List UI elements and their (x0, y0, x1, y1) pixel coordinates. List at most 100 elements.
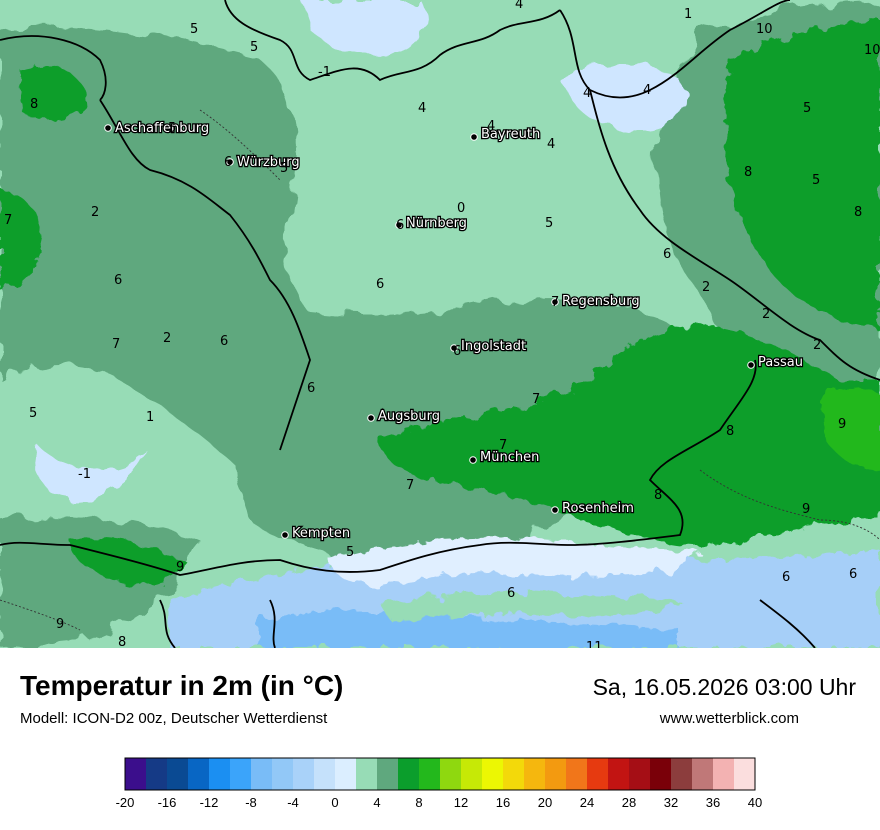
legend-tick-label: -4 (287, 795, 299, 810)
color-legend: -20 -16 -12 -8 -4 0 4 8 12 16 20 24 28 32 36 40 (116, 757, 762, 810)
zone-alps-valley (380, 593, 680, 620)
legend-swatch (461, 758, 483, 790)
value-label: 11 (586, 640, 603, 648)
value-label: 6 (396, 218, 404, 233)
value-label: 4 (487, 119, 495, 134)
border-hesse (0, 35, 107, 101)
value-label: 6 (453, 344, 461, 359)
legend-swatch (209, 758, 231, 790)
value-label: 7 (532, 392, 540, 407)
value-label: 2 (91, 205, 99, 220)
legend-swatch (566, 758, 588, 790)
legend-border (124, 757, 756, 791)
value-label: 8 (30, 97, 38, 112)
legend-swatch (251, 758, 273, 790)
zone-west-light (20, 386, 170, 470)
city-aschaffenburg: Aschaffenburg (104, 120, 210, 137)
city-regensburg: Regensburg (551, 293, 641, 310)
legend-tick-label: 16 (496, 795, 510, 810)
value-label: 7 (499, 438, 507, 453)
border-swiss (159, 599, 176, 648)
legend-swatch (734, 758, 756, 790)
value-label: 8 (654, 488, 662, 503)
value-label: 6 (307, 381, 315, 396)
legend-swatch (398, 758, 420, 790)
legend-swatch (356, 758, 378, 790)
value-label: 6 (376, 277, 384, 292)
value-label: 5 (280, 161, 288, 176)
value-label: 2 (163, 331, 171, 346)
border-south-tirol (759, 599, 816, 648)
value-label: 4 (547, 137, 555, 152)
legend-tick-label: -8 (245, 795, 257, 810)
legend-tick-label: -12 (200, 795, 219, 810)
value-label: 4 (515, 0, 523, 12)
city-rosenheim: Rosenheim (551, 500, 635, 517)
zone-isar-inn-green (380, 325, 880, 546)
legend-tick-label: 8 (415, 795, 422, 810)
city-label-ingolstadt: Ingolstadt (461, 339, 526, 354)
city-bayreuth: Bayreuth (470, 126, 542, 143)
value-label: 6 (114, 273, 122, 288)
value-label: 5 (168, 121, 176, 136)
city-wuerzburg: Würzburg (226, 154, 301, 171)
legend-tick-label: 36 (706, 795, 720, 810)
border-tirol (269, 599, 276, 648)
legend-swatch (629, 758, 651, 790)
value-label: 9 (802, 502, 810, 517)
zone-north-cold (300, 0, 424, 54)
legend-swatch (146, 758, 168, 790)
zone-spessart-green (20, 66, 90, 120)
legend-swatch (335, 758, 357, 790)
city-passau: Passau (747, 354, 804, 371)
legend-swatch (650, 758, 672, 790)
legend-swatch (272, 758, 294, 790)
zone-west-green (0, 190, 45, 290)
legend-tick-label: 20 (538, 795, 552, 810)
city-label-regensburg: Regensburg (562, 294, 640, 309)
city-label-rosenheim: Rosenheim (562, 501, 634, 516)
value-label: 2 (702, 280, 710, 295)
city-augsburg: Augsburg (367, 408, 441, 425)
value-label: 9 (56, 617, 64, 632)
value-label: 4 (418, 101, 426, 116)
map-title: Temperatur in 2m (in °C) (20, 670, 344, 701)
value-label: 8 (854, 205, 862, 220)
legend-swatch (293, 758, 315, 790)
legend-swatch (482, 758, 504, 790)
value-label: 6 (663, 247, 671, 262)
legend-swatch (125, 758, 147, 790)
value-label: 6 (782, 570, 790, 585)
legend-tick-label: 28 (622, 795, 636, 810)
city-ingolstadt: Ingolstadt (450, 338, 527, 355)
city-kempten: Kempten (281, 525, 351, 542)
district-border-3 (0, 599, 81, 631)
legend-tick-label: 32 (664, 795, 678, 810)
legend-swatch (188, 758, 210, 790)
value-label: 7 (406, 478, 414, 493)
legend-swatch (503, 758, 525, 790)
border-austria-south (0, 359, 757, 576)
legend-swatch (167, 758, 189, 790)
border-upper-palatinate (589, 89, 880, 381)
value-label: 7 (551, 295, 559, 310)
legend-tick-label: 40 (748, 795, 762, 810)
legend-swatch (230, 758, 252, 790)
forecast-datetime: Sa, 16.05.2026 03:00 Uhr (592, 674, 856, 700)
value-label: 10 (864, 43, 880, 58)
border-bavaria-czech (559, 0, 791, 99)
border-bavaria-west (224, 0, 561, 82)
footer-panel: Temperatur in 2m (in °C) Modell: ICON-D2… (0, 648, 880, 830)
website-link[interactable]: www.wetterblick.com (659, 710, 799, 727)
value-label: 5 (346, 545, 354, 560)
temperature-values: 4 1 10 10 5 5 -1 4 4 8 5 4 4 5 4 6 5 8 7… (4, 0, 880, 648)
value-label: 5 (545, 216, 553, 231)
city-label-passau: Passau (758, 355, 803, 370)
legend-swatch (587, 758, 609, 790)
legend-swatch (713, 758, 735, 790)
value-label: 5 (812, 173, 820, 188)
value-label: 0 (457, 201, 465, 216)
legend-tick-label: 24 (580, 795, 594, 810)
value-label: 8 (726, 424, 734, 439)
value-label: 5 (190, 22, 198, 37)
